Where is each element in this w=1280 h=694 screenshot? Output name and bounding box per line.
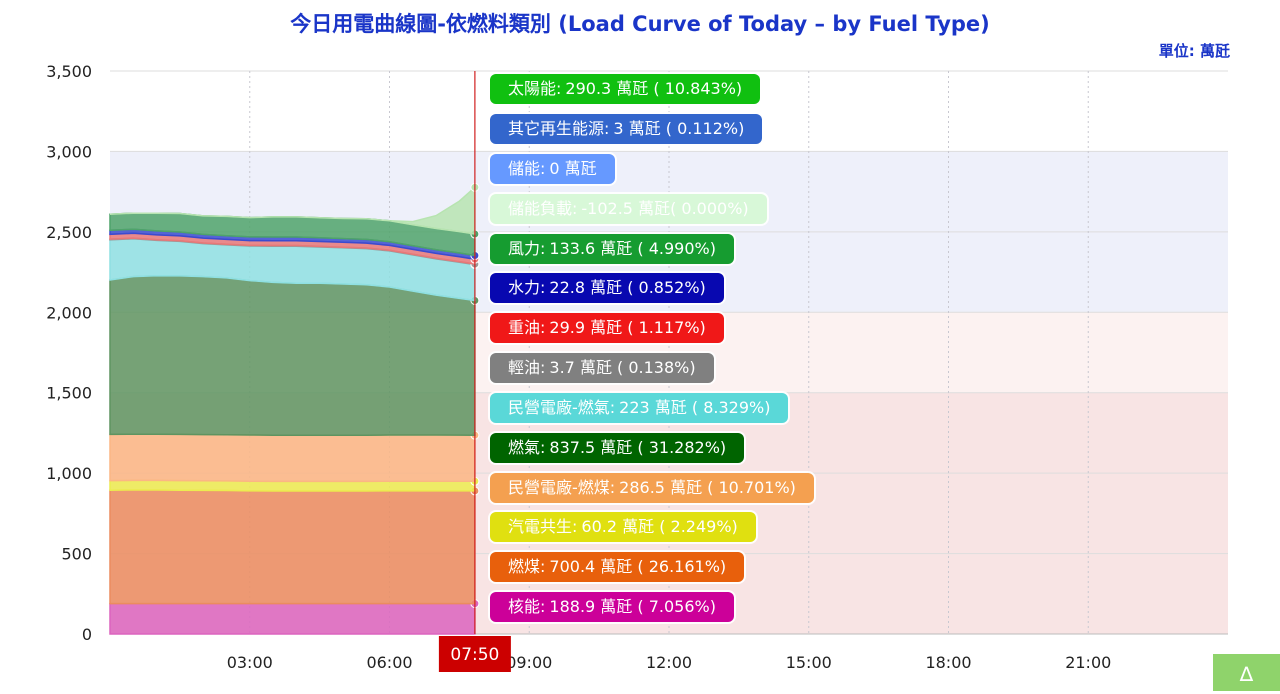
x-tick-label: 09:00 [506,653,552,672]
y-tick-label: 2,500 [46,223,92,242]
tooltip-item: 核能: 188.9 萬瓩 ( 7.056%) [490,592,734,622]
unit-label: 單位: 萬瓩 [1158,42,1230,60]
cursor-time-badge [438,636,511,672]
x-tick-label: 12:00 [646,653,692,672]
tooltip-item: 民營電廠-燃氣: 223 萬瓩 ( 8.329%) [490,393,789,423]
tooltip-item: 輕油: 3.7 萬瓩 ( 0.138%) [490,353,714,383]
tooltip-series-label: 輕油: [508,358,546,377]
x-tick-label: 06:00 [366,653,412,672]
tooltip-value: 188.9 萬瓩 ( 7.056%) [549,597,716,616]
tooltip-item: 其它再生能源: 3 萬瓩 ( 0.112%) [490,114,763,144]
area-series [109,489,476,605]
tooltip-item: 重油: 29.9 萬瓩 ( 1.117%) [490,313,724,343]
chart-title: 今日用電曲線圖-依燃料類別 (Load Curve of Today – by … [290,12,990,36]
tooltip-series-label: 其它再生能源: [508,119,610,138]
tooltip-series-label: 儲能: [508,159,546,178]
tooltip-item: 儲能負載: -102.5 萬瓩( 0.000%) [490,194,767,224]
tooltip-value: 22.8 萬瓩 ( 0.852%) [549,278,706,297]
tooltip-series-label: 水力: [508,278,546,297]
area-series [109,275,476,436]
y-tick-label: 0 [82,625,92,644]
tooltip-item: 汽電共生: 60.2 萬瓩 ( 2.249%) [490,512,756,542]
tooltip-value: 29.9 萬瓩 ( 1.117%) [549,318,706,337]
y-tick-label: 1,500 [46,384,92,403]
tooltip-value: 133.6 萬瓩 ( 4.990%) [549,239,716,258]
tooltip-series-label: 民營電廠-燃煤: [508,478,616,497]
tooltip-value: -102.5 萬瓩( 0.000%) [581,199,749,218]
x-tick-label: 21:00 [1065,653,1111,672]
tooltip-value: 286.5 萬瓩 ( 10.701%) [619,478,796,497]
tooltip-item: 儲能: 0 萬瓩 [490,154,615,184]
cursor-time-label: 07:50 [450,645,499,665]
x-tick-label: 03:00 [227,653,273,672]
y-tick-label: 3,000 [46,142,92,161]
tooltip-series-label: 核能: [508,597,546,616]
tooltip-item: 燃煤: 700.4 萬瓩 ( 26.161%) [490,552,745,582]
tooltip-value: 60.2 萬瓩 ( 2.249%) [581,517,738,536]
tooltip-item: 民營電廠-燃煤: 286.5 萬瓩 ( 10.701%) [490,473,814,503]
tooltip-item: 水力: 22.8 萬瓩 ( 0.852%) [490,273,724,303]
tooltip-series-label: 民營電廠-燃氣: [508,398,616,417]
area-series [109,433,476,483]
y-tick-label: 3,500 [46,62,92,81]
y-tick-label: 2,000 [46,303,92,322]
tooltip-value: 700.4 萬瓩 ( 26.161%) [549,557,727,576]
tooltip-series-label: 燃煤: [508,557,546,576]
tooltip-value: 223 萬瓩 ( 8.329%) [619,398,771,417]
delta-button[interactable]: ∆ [1213,654,1280,691]
tooltip-item: 燃氣: 837.5 萬瓩 ( 31.282%) [490,433,745,463]
tooltip-value: 837.5 萬瓩 ( 31.282%) [549,438,727,457]
area-series [109,602,476,635]
tooltip-series-label: 儲能負載: [508,199,578,218]
tooltip-series-label: 燃氣: [508,438,546,457]
tooltip-item: 太陽能: 290.3 萬瓩 ( 10.843%) [490,74,761,104]
tooltip-value: 0 萬瓩 [549,159,597,178]
tooltip-item: 風力: 133.6 萬瓩 ( 4.990%) [490,234,734,264]
x-tick-label: 15:00 [786,653,832,672]
tooltip-series-label: 汽電共生: [508,517,578,536]
y-tick-label: 500 [61,545,92,564]
tooltip-value: 290.3 萬瓩 ( 10.843%) [565,79,743,98]
x-tick-label: 18:00 [925,653,971,672]
tooltip-series-label: 風力: [508,239,546,258]
tooltip-value: 3 萬瓩 ( 0.112%) [613,119,745,138]
y-tick-label: 1,000 [46,464,92,483]
tooltip-series-label: 重油: [508,318,546,337]
tooltip-series-label: 太陽能: [508,79,562,98]
tooltip-value: 3.7 萬瓩 ( 0.138%) [549,358,696,377]
